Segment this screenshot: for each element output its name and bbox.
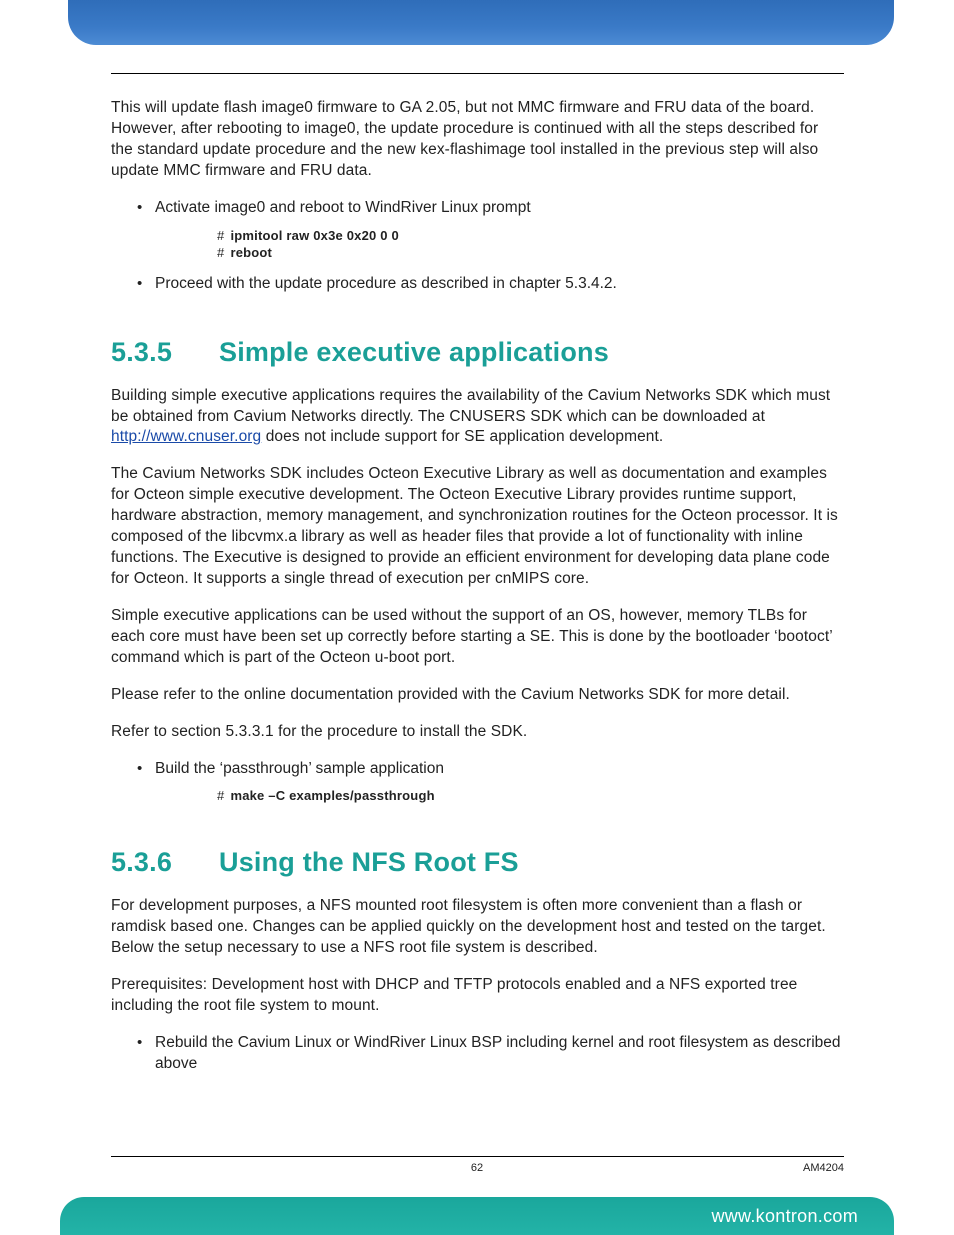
code-text: ipmitool raw 0x3e 0x20 0 0 [230, 228, 399, 243]
website-url: www.kontron.com [711, 1206, 858, 1227]
top-banner [68, 0, 894, 45]
bottom-banner: www.kontron.com [60, 1197, 894, 1235]
section-heading-536: 5.3.6 Using the NFS Root FS [111, 847, 844, 878]
list-item: Activate image0 and reboot to WindRiver … [111, 198, 844, 262]
body-paragraph: The Cavium Networks SDK includes Octeon … [111, 464, 844, 590]
body-paragraph: Building simple executive applications r… [111, 386, 844, 449]
list-item: Build the ‘passthrough’ sample applicati… [111, 759, 844, 805]
code-line: # make –C examples/passthrough [217, 787, 844, 805]
body-paragraph: For development purposes, a NFS mounted … [111, 896, 844, 959]
body-paragraph: Prerequisites: Development host with DHC… [111, 975, 844, 1017]
footer-rule [111, 1156, 844, 1157]
code-text: make –C examples/passthrough [230, 788, 434, 803]
section-number: 5.3.5 [111, 337, 219, 368]
intro-bullet-list: Activate image0 and reboot to WindRiver … [111, 198, 844, 295]
prompt-hash: # [217, 788, 224, 803]
body-paragraph: Please refer to the online documentation… [111, 685, 844, 706]
section-title: Simple executive applications [219, 337, 844, 368]
intro-paragraph: This will update flash image0 firmware t… [111, 98, 844, 182]
list-item: Proceed with the update procedure as des… [111, 274, 844, 295]
section-title: Using the NFS Root FS [219, 847, 844, 878]
section536-bullet-list: Rebuild the Cavium Linux or WindRiver Li… [111, 1033, 844, 1075]
page-content: This will update flash image0 firmware t… [111, 98, 844, 1090]
list-item: Rebuild the Cavium Linux or WindRiver Li… [111, 1033, 844, 1075]
document-page: This will update flash image0 firmware t… [0, 0, 954, 1235]
body-paragraph: Refer to section 5.3.3.1 for the procedu… [111, 722, 844, 743]
section535-bullet-list: Build the ‘passthrough’ sample applicati… [111, 759, 844, 805]
code-block: # ipmitool raw 0x3e 0x20 0 0 # reboot [217, 227, 844, 262]
section-number: 5.3.6 [111, 847, 219, 878]
header-rule [111, 73, 844, 74]
prompt-hash: # [217, 245, 224, 260]
code-block: # make –C examples/passthrough [217, 787, 844, 805]
bullet-text: Activate image0 and reboot to WindRiver … [155, 199, 531, 216]
prompt-hash: # [217, 228, 224, 243]
code-text: reboot [230, 245, 272, 260]
code-line: # reboot [217, 244, 844, 262]
cnuser-link[interactable]: http://www.cnuser.org [111, 428, 261, 445]
bullet-text: Build the ‘passthrough’ sample applicati… [155, 760, 444, 777]
text-run: does not include support for SE applicat… [261, 428, 663, 445]
document-code: AM4204 [803, 1162, 844, 1174]
section-heading-535: 5.3.5 Simple executive applications [111, 337, 844, 368]
body-paragraph: Simple executive applications can be use… [111, 606, 844, 669]
text-run: Building simple executive applications r… [111, 387, 830, 425]
code-line: # ipmitool raw 0x3e 0x20 0 0 [217, 227, 844, 245]
